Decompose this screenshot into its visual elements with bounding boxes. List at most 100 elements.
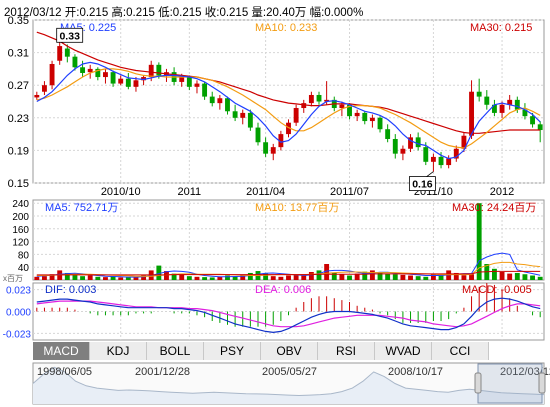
tab-cci[interactable]: CCI	[432, 342, 489, 360]
candle-body	[362, 112, 368, 122]
tab-boll[interactable]: BOLL	[147, 342, 204, 360]
volume-bar	[270, 276, 276, 280]
candle-body	[369, 117, 375, 122]
tab-macd[interactable]: MACD	[33, 342, 90, 360]
volume-y-tick: 40	[18, 263, 30, 274]
quote-header: 2012/03/12 开:0.215 高:0.215 低:0.215 收:0.2…	[4, 7, 364, 19]
volume-bar	[95, 276, 101, 280]
volume-bar	[438, 275, 444, 280]
volume-y-tick: 120	[12, 238, 29, 249]
volume-bar	[293, 274, 299, 280]
candle-body	[263, 142, 269, 154]
navigator-date-label: 1998/06/05	[37, 366, 92, 378]
volume-bar	[301, 274, 307, 280]
volume-bar	[354, 273, 360, 280]
candle-body	[278, 134, 284, 148]
volume-bar	[87, 275, 93, 280]
candle-body	[354, 112, 360, 117]
volume-bar	[331, 272, 337, 280]
volume-bar	[80, 276, 86, 280]
volume-bar	[347, 275, 352, 280]
candle-body	[64, 48, 70, 57]
low-annotation-label: 0.16	[412, 179, 433, 191]
volume-bar	[339, 274, 345, 280]
price-x-tick: 2011	[178, 186, 202, 198]
ma10-line	[36, 68, 541, 149]
navigator-left-handle[interactable]	[474, 372, 482, 394]
volume-bar	[164, 271, 169, 280]
high-annotation-box	[56, 27, 84, 43]
candle-body	[95, 68, 101, 78]
candle-body	[148, 64, 154, 78]
volume-bar	[34, 276, 40, 280]
volume-bar	[194, 276, 200, 280]
tab-psy[interactable]: PSY	[204, 342, 261, 360]
candle-body	[217, 98, 223, 104]
volume-bar	[530, 275, 536, 280]
price-panel-frame	[32, 19, 545, 184]
price-x-tick: 2011/04	[246, 186, 285, 198]
price-y-tick: 0.15	[8, 178, 29, 190]
candle-body	[225, 98, 230, 112]
volume-bar	[499, 272, 505, 280]
volume-bar	[415, 276, 421, 280]
tab-rsi[interactable]: RSI	[318, 342, 375, 360]
volume-y-tick: 80	[18, 250, 30, 261]
candle-body	[57, 46, 63, 61]
candle-body	[301, 103, 307, 109]
volume-bar	[522, 274, 528, 280]
candle-body	[507, 99, 513, 105]
candle-body	[537, 124, 543, 131]
candle-body	[194, 83, 200, 87]
candle-body	[41, 85, 47, 92]
candle-body	[270, 147, 276, 154]
candle-body	[141, 77, 147, 81]
candle-body	[423, 147, 429, 162]
candle-body	[49, 64, 55, 86]
volume-bar	[408, 275, 413, 280]
volume-bar	[186, 276, 192, 280]
volume-bar	[103, 277, 108, 280]
navigator-right-handle[interactable]	[538, 372, 546, 394]
volume-bar	[392, 274, 398, 280]
volume-bar	[240, 274, 246, 280]
tab-kdj[interactable]: KDJ	[90, 342, 147, 360]
candle-body	[202, 83, 208, 97]
price-y-tick: 0.31	[8, 48, 29, 60]
candle-body	[110, 72, 116, 84]
candle-body	[247, 112, 253, 128]
volume-legend-1: MA5: 752.71万	[45, 202, 118, 214]
candle-body	[484, 96, 490, 105]
candle-body	[430, 156, 436, 162]
candle-body	[186, 77, 192, 87]
volume-bar	[110, 276, 116, 280]
volume-bar	[286, 275, 291, 280]
candle-body	[34, 94, 40, 98]
tab-wvad[interactable]: WVAD	[375, 342, 432, 360]
candle-body	[308, 94, 314, 104]
candle-body	[522, 109, 528, 117]
tab-obv[interactable]: OBV	[261, 342, 318, 360]
candle-body	[377, 117, 383, 130]
candle-body	[286, 122, 291, 135]
macd-y-tick: 0.023	[6, 286, 31, 297]
ma30-line	[36, 31, 541, 134]
volume-legend-3: MA30: 24.24百万	[452, 202, 536, 214]
volume-unit-label: x百万	[3, 274, 23, 283]
volume-y-tick: 200	[12, 212, 29, 223]
macd-y-tick: 0.000	[6, 308, 31, 319]
volume-bar	[324, 264, 330, 280]
candle-body	[385, 129, 391, 139]
volume-bar	[377, 272, 383, 280]
candle-body	[453, 148, 459, 159]
volume-bar	[308, 272, 314, 280]
volume-bar	[247, 272, 253, 280]
price-y-tick: 0.35	[8, 15, 29, 27]
candle-body	[408, 137, 413, 149]
navigator-line	[32, 366, 545, 397]
navigator-selection[interactable]	[477, 363, 543, 404]
volume-bar	[430, 274, 436, 280]
candle-body	[324, 99, 330, 102]
high-annotation-label: 0.33	[59, 30, 80, 42]
